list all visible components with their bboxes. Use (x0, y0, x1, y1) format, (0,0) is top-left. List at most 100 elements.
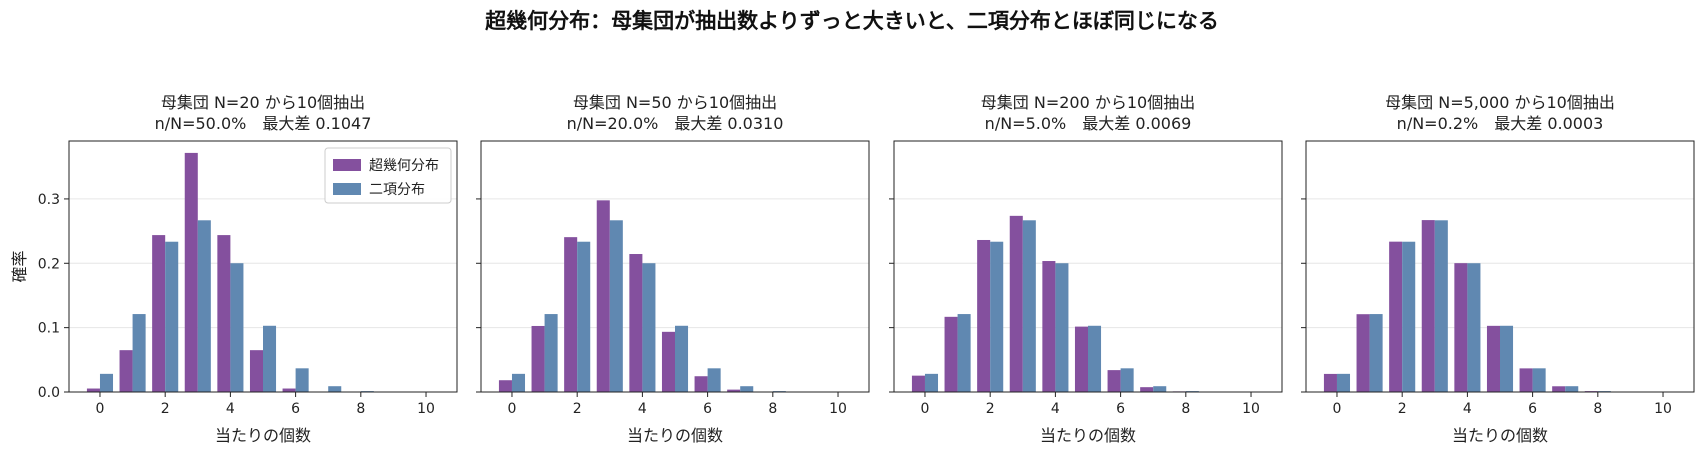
bar-hypergeometric (119, 350, 133, 392)
bar-binomial (1120, 368, 1134, 392)
bar-hypergeometric (217, 235, 231, 392)
bar-hypergeometric (1454, 263, 1468, 392)
bar-binomial (990, 241, 1004, 392)
x-tick-label: 6 (1116, 401, 1125, 417)
bar-hypergeometric (1009, 215, 1023, 392)
bar-binomial (328, 386, 342, 392)
chart-panel-1: 母集団 N=20 から10個抽出 n/N=50.0% 最大差 0.1047 0.0 0… (10, 93, 458, 445)
chart-panel-2: 母集団 N=50 から10個抽出 n/N=20.0% 最大差 0.0310 0 2 4 6… (476, 93, 870, 445)
x-tick-label: 8 (1593, 401, 1602, 417)
bar-binomial (740, 386, 754, 392)
x-axis-label: 当たりの個数 (215, 426, 311, 445)
bar-hypergeometric (282, 388, 296, 392)
x-tick-label: 10 (1654, 401, 1672, 417)
bar-hypergeometric (694, 376, 708, 392)
bar-binomial (1434, 220, 1448, 392)
bar-hypergeometric (727, 389, 741, 392)
bar-binomial (1153, 386, 1167, 392)
plot-frame (68, 140, 458, 393)
x-tick-label: 10 (417, 401, 435, 417)
plot-frame (480, 140, 870, 393)
x-tick-label: 4 (1051, 401, 1060, 417)
y-tick-label: 0.3 (38, 192, 60, 208)
x-axis-label: 当たりの個数 (1452, 426, 1548, 445)
x-tick-label: 6 (1528, 401, 1537, 417)
bar-hypergeometric (596, 200, 610, 392)
bar-binomial (1369, 314, 1383, 392)
bar-binomial (707, 368, 721, 392)
bar-hypergeometric (1552, 386, 1566, 392)
panel-title-line1: 母集団 N=200 から10個抽出 (981, 93, 1195, 112)
panel-title-line2: n/N=0.2% 最大差 0.0003 (1397, 114, 1604, 133)
bar-binomial (132, 314, 146, 392)
bar-binomial (1467, 263, 1481, 392)
panel-title-line2: n/N=50.0% 最大差 0.1047 (155, 114, 372, 133)
bar-hypergeometric (1421, 220, 1435, 392)
bar-binomial (675, 325, 689, 392)
x-axis-label: 当たりの個数 (627, 426, 723, 445)
x-tick-label: 0 (921, 401, 930, 417)
bar-binomial (1565, 386, 1579, 392)
bar-hypergeometric (1389, 241, 1403, 392)
bar-binomial (1088, 325, 1102, 392)
bar-binomial (642, 263, 656, 392)
x-tick-label: 8 (356, 401, 365, 417)
bar-hypergeometric (498, 380, 512, 392)
panel-title-line1: 母集団 N=20 から10個抽出 (161, 93, 365, 112)
bar-hypergeometric (629, 254, 643, 392)
x-tick-label: 2 (161, 401, 170, 417)
bar-hypergeometric (1107, 370, 1121, 392)
bar-binomial (197, 220, 211, 392)
legend-label: 超幾何分布 (369, 158, 439, 174)
chart-panel-4: 母集団 N=5,000 から10個抽出 n/N=0.2% 最大差 0.0003 0 2… (1301, 93, 1695, 445)
x-tick-label: 2 (986, 401, 995, 417)
x-tick-label: 0 (508, 401, 517, 417)
chart-panels: 母集団 N=20 から10個抽出 n/N=50.0% 最大差 0.1047 0.0 0… (10, 93, 1695, 445)
bar-hypergeometric (1356, 314, 1370, 392)
x-tick-label: 10 (1242, 401, 1260, 417)
bar-hypergeometric (531, 325, 545, 392)
bar-binomial (1022, 220, 1036, 392)
bar-hypergeometric (1323, 373, 1337, 392)
bar-binomial (1336, 373, 1351, 392)
bar-binomial (263, 325, 277, 392)
x-tick-label: 8 (768, 401, 777, 417)
bar-hypergeometric (1519, 368, 1533, 392)
x-tick-label: 8 (1181, 401, 1190, 417)
bar-hypergeometric (977, 239, 991, 392)
bar-hypergeometric (1486, 325, 1500, 392)
bar-hypergeometric (1140, 387, 1154, 392)
bar-binomial (1055, 263, 1069, 392)
panel-title-line2: n/N=20.0% 最大差 0.0310 (567, 114, 784, 133)
x-axis-label: 当たりの個数 (1040, 426, 1136, 445)
plot-frame (1305, 140, 1695, 393)
x-tick-label: 2 (1398, 401, 1407, 417)
x-tick-label: 4 (638, 401, 647, 417)
x-tick-label: 6 (703, 401, 712, 417)
y-tick-label: 0.1 (38, 321, 60, 337)
legend-label: 二項分布 (369, 182, 425, 198)
bar-binomial (1402, 241, 1416, 392)
bar-hypergeometric (661, 331, 675, 392)
x-tick-label: 0 (96, 401, 105, 417)
figure-title: 超幾何分布：母集団が抽出数よりずっと大きいと、二項分布とほぼ同じになる (485, 9, 1219, 33)
bar-binomial (609, 220, 623, 392)
panel-title-line1: 母集団 N=5,000 から10個抽出 (1385, 93, 1615, 112)
bar-binomial (99, 373, 114, 392)
bar-hypergeometric (1042, 261, 1056, 392)
panel-title-line1: 母集団 N=50 から10個抽出 (573, 93, 777, 112)
bar-hypergeometric (249, 350, 263, 392)
y-tick-label: 0.0 (38, 385, 60, 401)
bar-binomial (577, 241, 591, 392)
bar-binomial (544, 314, 558, 392)
bar-hypergeometric (1074, 326, 1088, 392)
x-tick-label: 10 (829, 401, 847, 417)
y-tick-label: 0.2 (38, 256, 60, 272)
plot-frame (893, 140, 1283, 393)
bar-binomial (230, 263, 244, 392)
legend-swatch (333, 183, 361, 195)
chart-panel-3: 母集団 N=200 から10個抽出 n/N=5.0% 最大差 0.0069 0 2 4 6… (889, 93, 1283, 445)
x-tick-label: 4 (1463, 401, 1472, 417)
